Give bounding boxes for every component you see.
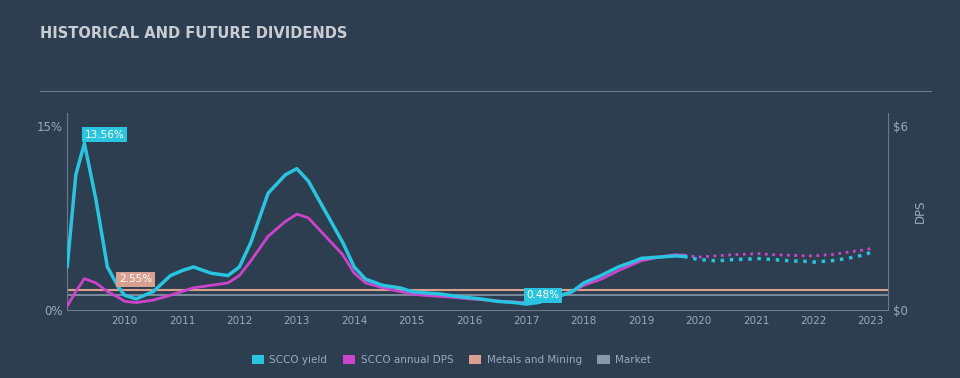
Text: 2.55%: 2.55%: [119, 274, 152, 284]
Text: HISTORICAL AND FUTURE DIVIDENDS: HISTORICAL AND FUTURE DIVIDENDS: [40, 26, 348, 42]
Text: 0.48%: 0.48%: [526, 290, 560, 301]
Y-axis label: DPS: DPS: [913, 200, 926, 223]
Legend: SCCO yield, SCCO annual DPS, Metals and Mining, Market: SCCO yield, SCCO annual DPS, Metals and …: [248, 350, 655, 369]
Text: 13.56%: 13.56%: [84, 130, 124, 140]
